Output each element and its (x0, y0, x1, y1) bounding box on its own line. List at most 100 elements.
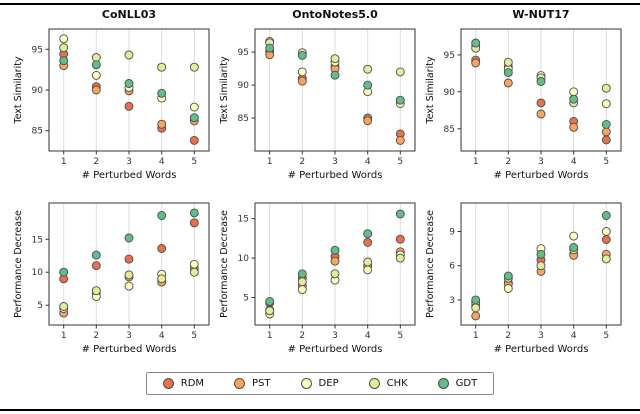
data-point-gdt (471, 38, 481, 48)
data-point-gdt (189, 208, 199, 218)
data-point-gdt (157, 211, 167, 220)
data-point-pst (157, 119, 167, 129)
x-tick-label: 2 (299, 157, 305, 167)
data-point-dep (297, 67, 307, 77)
data-point-dep (601, 99, 611, 109)
x-tick-label: 3 (126, 157, 132, 167)
data-point-chk (189, 267, 199, 277)
legend-marker-gdt-icon (437, 378, 449, 389)
data-point-gdt (569, 243, 579, 252)
data-point-chk (601, 83, 611, 93)
x-tick-label: 4 (571, 331, 577, 341)
data-point-gdt (569, 94, 579, 104)
plot-ontonotes-performance-decrease: 1 2 3 4 5 5 10 15 Performance Decrease # Perturbe… (217, 197, 423, 367)
legend-label-rdm: RDM (180, 378, 205, 389)
data-point-chk (363, 64, 373, 74)
data-point-chk (330, 269, 340, 279)
data-point-pst (395, 135, 405, 145)
data-point-chk (157, 62, 167, 72)
legend-label-gdt: GDT (455, 378, 478, 389)
legend-item-pst: PST (234, 378, 271, 389)
y-tick-label: 10 (238, 254, 250, 264)
y-axis-label: Text Similarity (425, 56, 436, 125)
data-point-gdt (601, 119, 611, 129)
data-point-chk (503, 57, 513, 67)
data-point-chk (297, 277, 307, 287)
data-point-pst (471, 311, 481, 321)
data-point-gdt (536, 77, 546, 86)
data-point-gdt (91, 250, 101, 260)
data-point-chk (363, 257, 373, 267)
x-tick-label: 1 (473, 157, 479, 167)
data-point-pst (330, 256, 340, 266)
data-point-chk (157, 274, 167, 284)
scatter-chart-svg: 1 2 3 4 5 85 90 95 Text Similarity # Perturbed Wo… (425, 28, 622, 181)
data-point-pst (503, 78, 513, 88)
y-axis-label: Performance Decrease (425, 210, 436, 318)
scatter-chart-svg: 1 2 3 4 5 3 6 9 Performance Decrease # Perturbed … (425, 202, 622, 355)
data-point-dep (124, 281, 134, 291)
top-rule (0, 3, 640, 5)
y-tick-label: 3 (449, 296, 455, 306)
scatter-chart-svg: 1 2 3 4 5 5 10 15 Performance Decrease # Perturbe… (13, 202, 210, 355)
x-tick-label: 3 (126, 331, 132, 341)
data-point-chk (395, 253, 405, 263)
data-point-gdt (601, 211, 611, 220)
data-point-dep (569, 231, 579, 241)
x-axis-label: # Perturbed Words (82, 344, 177, 355)
data-point-chk (536, 261, 546, 271)
data-point-gdt (265, 43, 275, 53)
legend-item-rdm: RDM (162, 378, 205, 389)
x-tick-label: 2 (93, 157, 99, 167)
legend-label-pst: PST (252, 378, 271, 389)
legend-label-chk: CHK (386, 378, 408, 389)
chart-cell-conll03-perf: 1 2 3 4 5 5 10 15 Performance Decrease # Perturbe… (11, 197, 217, 367)
y-axis-label: Text Similarity (13, 56, 24, 125)
data-point-chk (471, 303, 481, 313)
x-tick-label: 4 (159, 157, 165, 167)
data-point-gdt (395, 209, 405, 219)
data-point-rdm (601, 235, 611, 244)
x-tick-label: 1 (473, 331, 479, 341)
data-point-rdm (395, 234, 405, 244)
data-point-chk (330, 54, 340, 64)
data-point-gdt (59, 56, 69, 66)
x-axis-label: # Perturbed Words (288, 344, 383, 355)
data-point-pst (363, 116, 373, 126)
chart-cell-ontonotes-perf: 1 2 3 4 5 5 10 15 Performance Decrease # Perturbe… (217, 197, 423, 367)
y-tick-label: 90 (32, 86, 44, 96)
plot-conll03-performance-decrease: 1 2 3 4 5 5 10 15 Performance Decrease # Perturbe… (11, 197, 217, 367)
charts-grid: CoNLL03 1 2 3 4 5 85 90 95 Text Similarity # Pert… (0, 5, 640, 367)
chart-cell-conll03-similarity: CoNLL03 1 2 3 4 5 85 90 95 Text Similarity # Pert… (11, 7, 217, 193)
y-tick-label: 5 (243, 294, 249, 304)
x-tick-label: 3 (332, 331, 338, 341)
x-tick-label: 5 (603, 157, 609, 167)
data-point-dep (59, 34, 69, 44)
data-point-pst (536, 109, 546, 119)
data-point-rdm (91, 261, 101, 271)
y-axis-label: Text Similarity (219, 56, 230, 125)
x-tick-label: 5 (191, 157, 197, 167)
y-axis-label: Performance Decrease (219, 210, 230, 318)
legend-item-dep: DEP (300, 378, 339, 389)
legend: RDM PST DEP CHK GDT (145, 372, 495, 395)
data-point-gdt (59, 267, 69, 277)
data-point-gdt (395, 95, 405, 105)
x-tick-label: 1 (267, 157, 273, 167)
y-tick-label: 6 (449, 262, 455, 272)
data-point-gdt (363, 80, 373, 90)
y-tick-label: 85 (238, 114, 249, 124)
y-tick-label: 85 (444, 125, 455, 135)
x-tick-label: 4 (365, 331, 371, 341)
x-tick-label: 2 (505, 157, 511, 167)
y-tick-label: 15 (32, 235, 43, 245)
data-point-gdt (157, 88, 167, 98)
chart-title-ontonotes: OntoNotes5.0 (292, 8, 378, 21)
data-point-gdt (297, 269, 307, 279)
x-tick-label: 5 (397, 331, 403, 341)
y-axis-label: Performance Decrease (13, 210, 24, 318)
data-point-dep (297, 285, 307, 295)
data-point-gdt (297, 50, 307, 60)
data-point-chk (189, 62, 199, 72)
